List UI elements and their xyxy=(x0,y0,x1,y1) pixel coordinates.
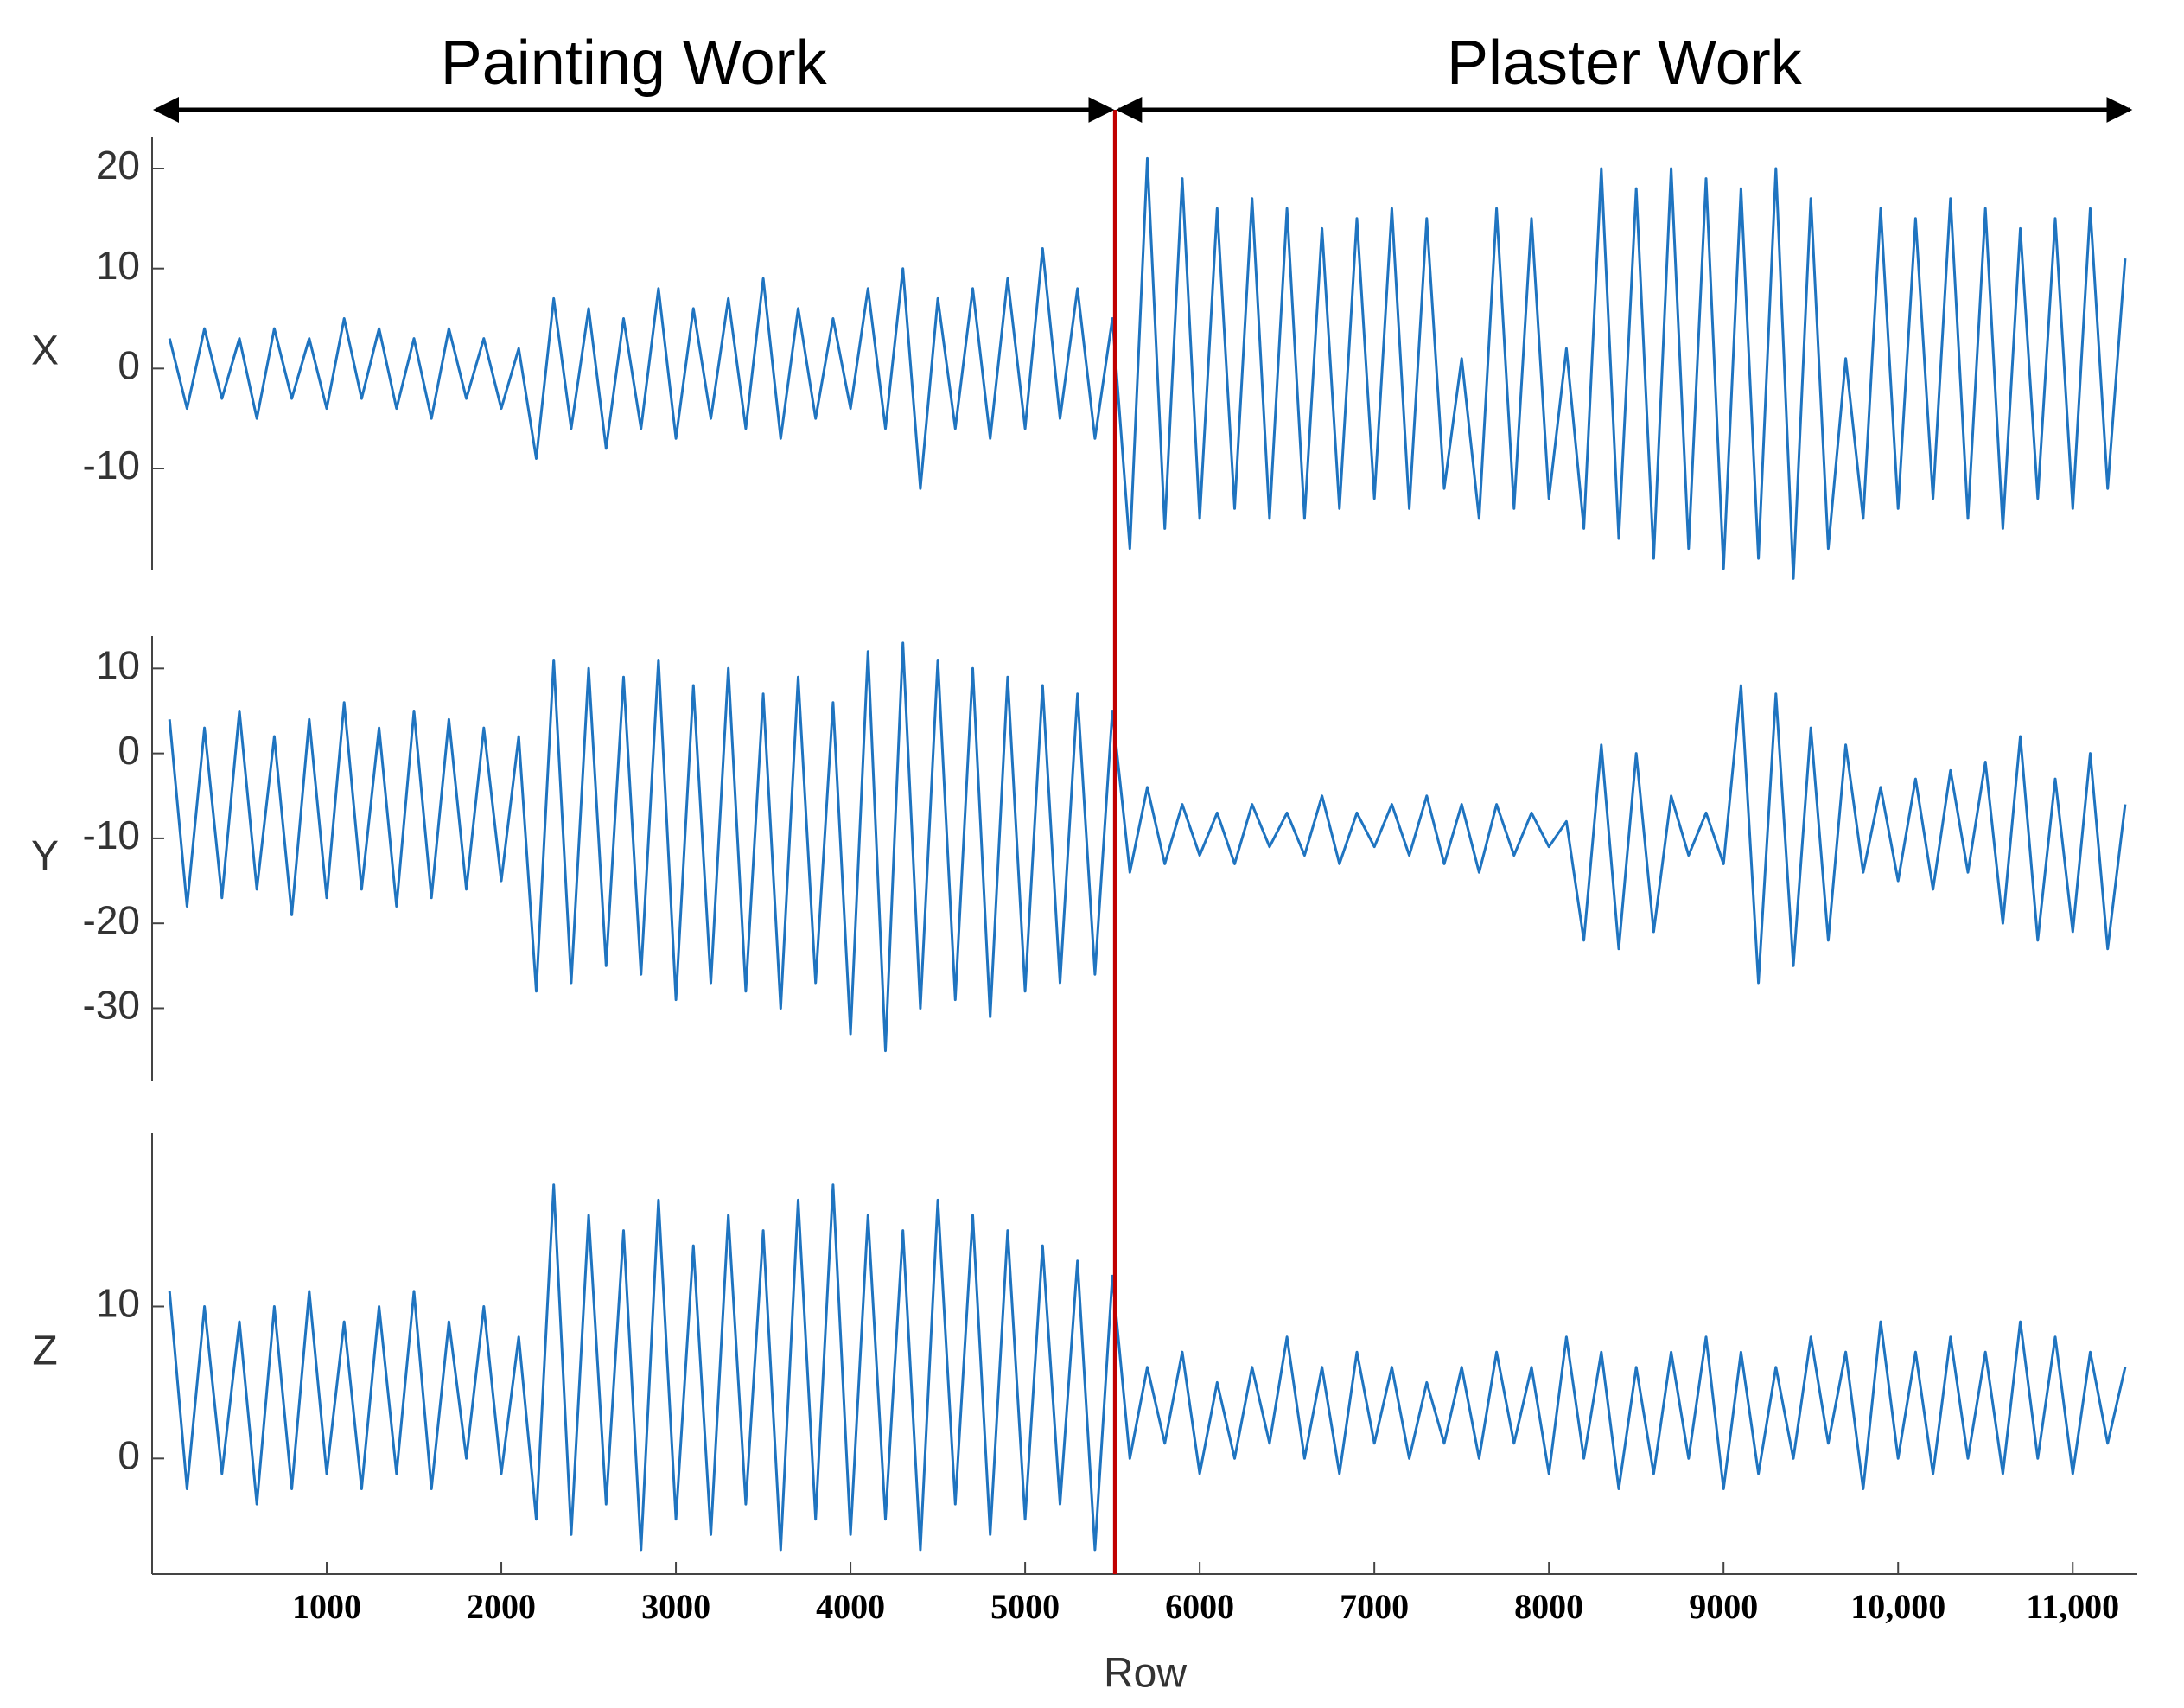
y-axis-label: X xyxy=(31,328,59,374)
signal-line xyxy=(168,156,2127,580)
x-tick-label: 10,000 xyxy=(1850,1587,1945,1626)
x-tick-label: 6000 xyxy=(1165,1587,1234,1626)
y-tick-label: 10 xyxy=(96,1281,140,1326)
y-tick-label: 20 xyxy=(96,143,140,188)
x-tick-label: 8000 xyxy=(1514,1587,1583,1626)
y-tick-label: 0 xyxy=(118,728,140,773)
y-tick-label: -10 xyxy=(83,443,140,488)
x-tick-label: 4000 xyxy=(816,1587,885,1626)
signal-line xyxy=(168,1183,2127,1552)
x-tick-label: 1000 xyxy=(292,1587,361,1626)
x-axis-label: Row xyxy=(1104,1651,1187,1697)
y-tick-label: -30 xyxy=(83,983,140,1028)
x-tick-label: 7000 xyxy=(1340,1587,1409,1626)
x-tick-label: 9000 xyxy=(1689,1587,1758,1626)
y-tick-label: -20 xyxy=(83,897,140,942)
x-tick-label: 2000 xyxy=(467,1587,536,1626)
region-label: Plaster Work xyxy=(1447,29,1803,98)
y-tick-label: 0 xyxy=(118,1433,140,1478)
y-tick-label: 10 xyxy=(96,643,140,688)
signal-line xyxy=(168,641,2127,1053)
y-axis-label: Y xyxy=(31,833,59,879)
region-label: Painting Work xyxy=(441,29,828,98)
y-tick-label: 10 xyxy=(96,243,140,288)
y-tick-label: 0 xyxy=(118,343,140,388)
x-tick-label: 3000 xyxy=(641,1587,710,1626)
x-tick-label: 5000 xyxy=(990,1587,1060,1626)
y-tick-label: -10 xyxy=(83,813,140,857)
x-tick-label: 11,000 xyxy=(2026,1587,2119,1626)
y-axis-label: Z xyxy=(32,1329,57,1374)
